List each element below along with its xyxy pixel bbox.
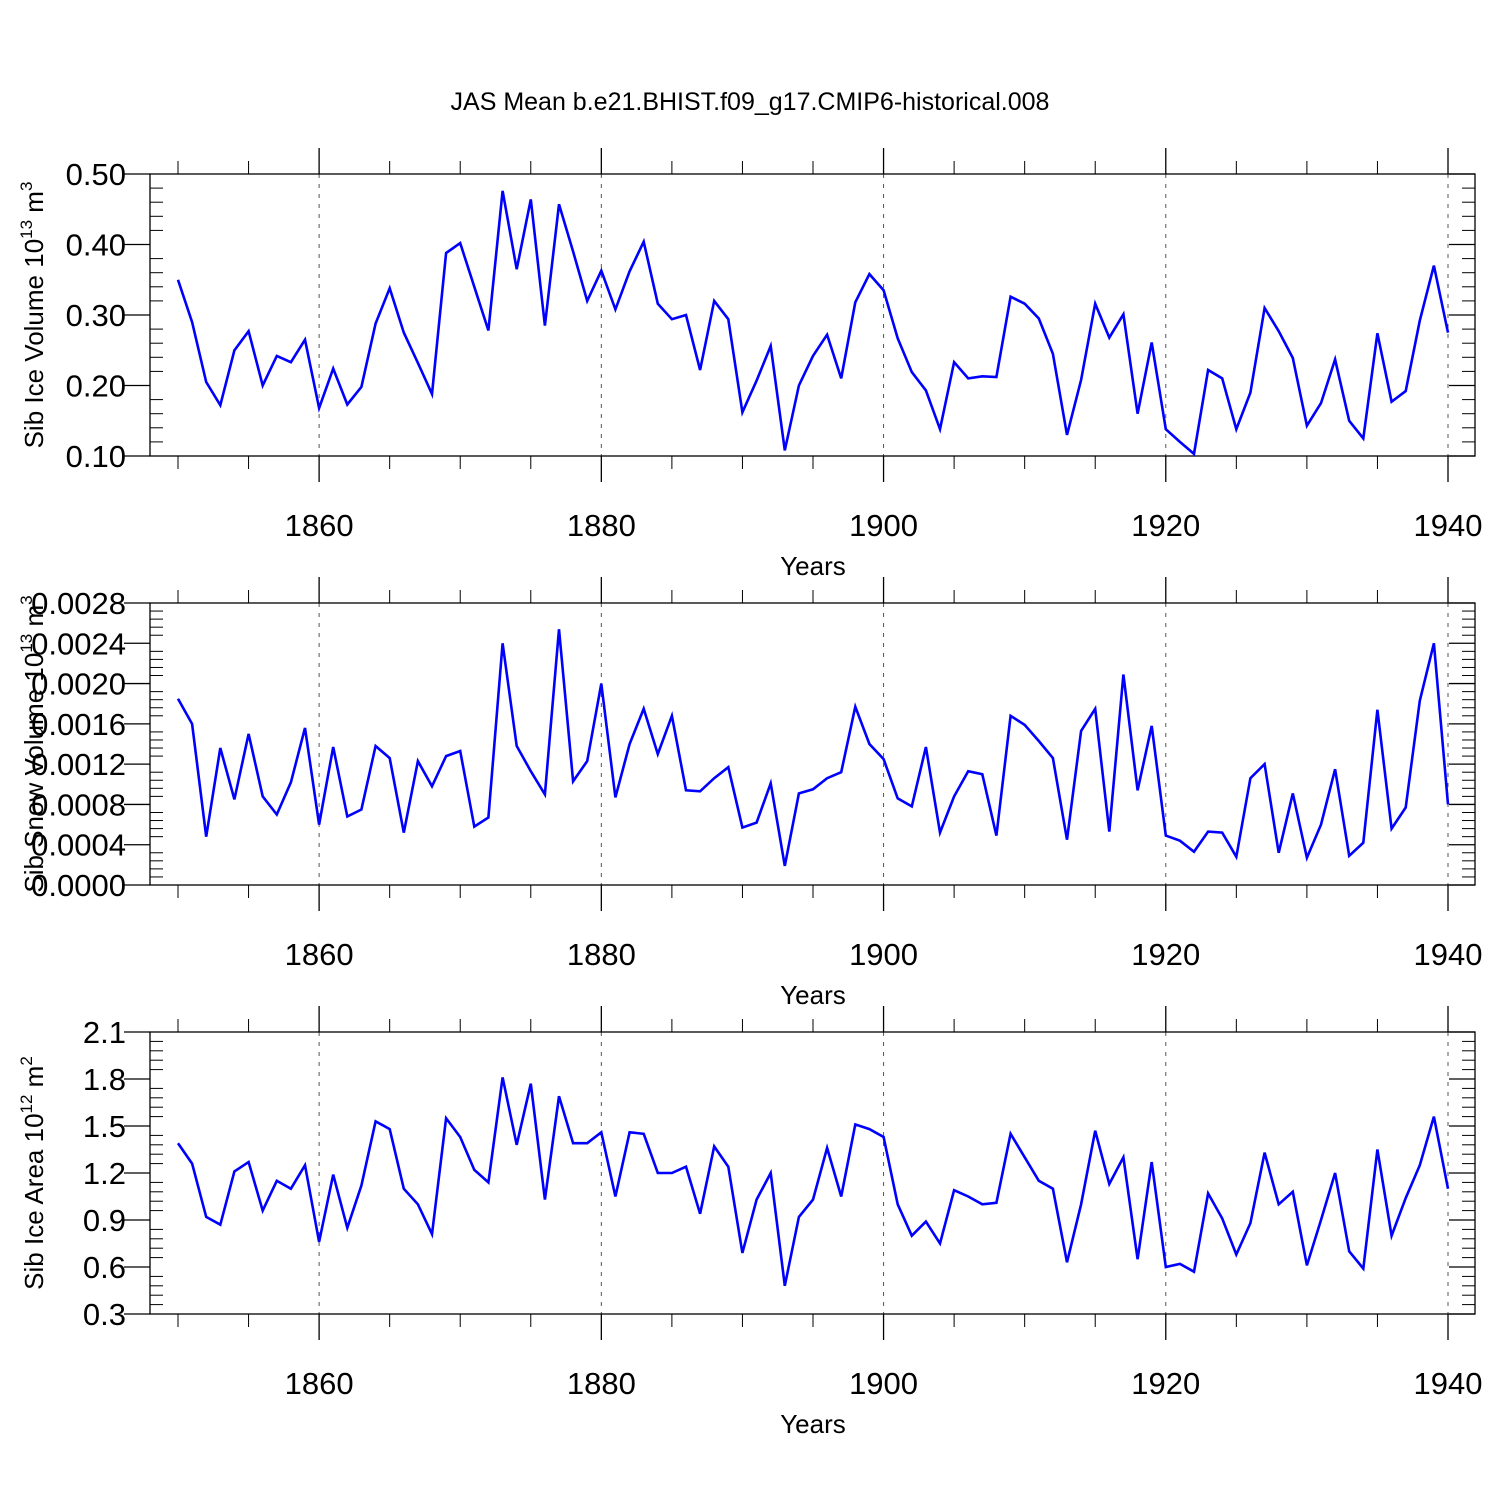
x-tick-label: 1900 bbox=[849, 508, 918, 543]
y-axis-label: Sib Ice Volume 1013 m3 bbox=[17, 182, 49, 449]
plot-frame bbox=[149, 173, 1476, 457]
y-tick-label: 0.9 bbox=[83, 1203, 126, 1238]
series-line bbox=[176, 629, 1450, 867]
y-axis-label-part: m bbox=[19, 1066, 49, 1095]
y-tick-label: 0.6 bbox=[83, 1250, 126, 1285]
x-tick-label: 1920 bbox=[1131, 1366, 1200, 1401]
y-tick-label: 1.5 bbox=[83, 1109, 126, 1144]
y-axis-label-superscript: 13 bbox=[17, 634, 36, 653]
y-tick-label: 0.0028 bbox=[31, 586, 126, 621]
x-tick-label: 1880 bbox=[567, 508, 636, 543]
y-tick-label: 0.0004 bbox=[31, 828, 126, 863]
y-tick-label: 0.30 bbox=[66, 298, 126, 333]
y-axis-label-superscript: 13 bbox=[17, 220, 36, 239]
x-tick-label: 1900 bbox=[849, 937, 918, 972]
series-line bbox=[176, 190, 1450, 457]
x-tick-label: 1940 bbox=[1414, 1366, 1483, 1401]
x-axis-label: Years bbox=[780, 980, 846, 1010]
y-axis-label: Sib Snow Volume 1013 m3 bbox=[17, 595, 49, 892]
y-axis-label-part: Sib Ice Area 10 bbox=[19, 1113, 49, 1289]
chart-panel-2: 1860 1880 1900 1920 1940 0.0000 0.0004 0.0008 0.… bbox=[17, 577, 1482, 1010]
x-tick-label: 1880 bbox=[567, 1366, 636, 1401]
y-axis-label-part: m bbox=[19, 191, 49, 220]
y-tick-label: 0.0012 bbox=[31, 747, 126, 782]
y-tick-label: 1.8 bbox=[83, 1062, 126, 1097]
x-tick-label: 1920 bbox=[1131, 937, 1200, 972]
x-tick-label: 1860 bbox=[285, 937, 354, 972]
y-axis-label-superscript: 2 bbox=[17, 1056, 36, 1065]
series-line bbox=[176, 1077, 1450, 1287]
y-tick-label: 0.50 bbox=[66, 157, 126, 192]
y-tick-label: 0.0000 bbox=[31, 868, 126, 903]
x-tick-label: 1860 bbox=[285, 508, 354, 543]
x-tick-label: 1940 bbox=[1414, 937, 1483, 972]
y-axis-label-part: Sib Ice Volume 10 bbox=[19, 239, 49, 449]
x-tick-label: 1900 bbox=[849, 1366, 918, 1401]
x-axis-label: Years bbox=[780, 1409, 846, 1439]
y-tick-label: 0.10 bbox=[66, 439, 126, 474]
y-tick-label: 0.20 bbox=[66, 369, 126, 404]
y-axis-label: Sib Ice Area 1012 m2 bbox=[17, 1056, 49, 1290]
y-tick-label: 0.0016 bbox=[31, 707, 126, 742]
x-tick-label: 1920 bbox=[1131, 508, 1200, 543]
y-tick-label: 2.1 bbox=[83, 1015, 126, 1050]
figure-title: JAS Mean b.e21.BHIST.f09_g17.CMIP6-histo… bbox=[451, 88, 1050, 116]
x-tick-label: 1940 bbox=[1414, 508, 1483, 543]
y-axis-label-superscript: 3 bbox=[17, 595, 36, 604]
x-tick-label: 1860 bbox=[285, 1366, 354, 1401]
y-tick-label: 0.0008 bbox=[31, 787, 126, 822]
y-tick-label: 0.3 bbox=[83, 1297, 126, 1332]
x-tick-label: 1880 bbox=[567, 937, 636, 972]
chart-panel-1: 1860 1880 1900 1920 1940 0.10 0.20 0.30 0.40 0.50… bbox=[17, 148, 1482, 581]
y-tick-label: 0.40 bbox=[66, 228, 126, 263]
y-axis-label-part: m bbox=[19, 605, 49, 634]
y-tick-label: 0.0024 bbox=[31, 626, 126, 661]
y-axis-label-superscript: 3 bbox=[17, 182, 36, 191]
chart-panel-3: 1860 1880 1900 1920 1940 0.3 0.6 0.9 1.2 1.5 1.8 2.… bbox=[17, 1006, 1482, 1439]
y-axis-label-superscript: 12 bbox=[17, 1095, 36, 1114]
y-tick-label: 0.0020 bbox=[31, 667, 126, 702]
y-axis-label-part: Sib Snow Volume 10 bbox=[19, 653, 49, 893]
x-axis-label: Years bbox=[780, 551, 846, 581]
y-tick-label: 1.2 bbox=[83, 1156, 126, 1191]
plot-frame bbox=[149, 1031, 1476, 1315]
